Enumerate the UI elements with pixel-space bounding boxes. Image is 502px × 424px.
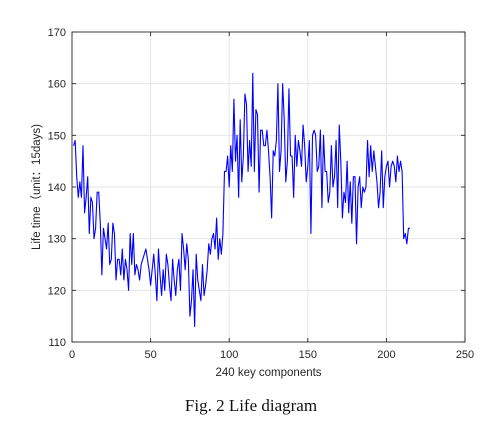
x-tick-label: 100 (220, 349, 238, 361)
y-tick-label: 170 (48, 27, 66, 39)
x-axis-label: 240 key components (215, 367, 321, 379)
y-tick-label: 110 (48, 337, 66, 349)
x-tick-label: 0 (69, 349, 75, 361)
series-line-group (73, 72, 410, 328)
x-tick-label: 200 (377, 349, 395, 361)
y-tick-label: 120 (48, 285, 66, 297)
y-tick-label: 150 (48, 130, 66, 142)
y-tick-label: 160 (48, 79, 66, 91)
life-line-chart: 0 50 100 150 200 250 110 120 130 140 150 160 170 240… (30, 27, 475, 379)
figure-caption: Fig. 2 Life diagram (184, 396, 318, 415)
tick-labels: 0 50 100 150 200 250 110 120 130 140 150 160 170 (48, 27, 475, 361)
y-axis-label: Life time（unit：15days) (30, 124, 43, 250)
x-tick-label: 50 (144, 349, 156, 361)
series-line (73, 72, 410, 328)
x-tick-label: 250 (456, 349, 474, 361)
x-tick-label: 150 (299, 349, 317, 361)
y-tick-label: 140 (48, 182, 66, 194)
y-tick-label: 130 (48, 234, 66, 246)
axes-frame (71, 31, 466, 343)
